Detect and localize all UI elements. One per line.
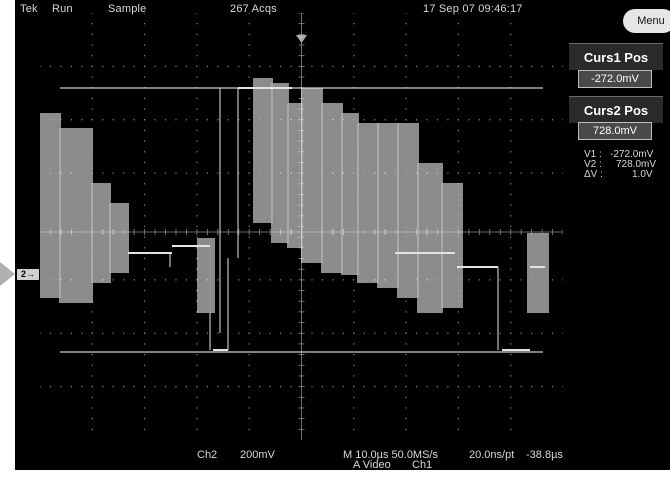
volts-per-div: 200mV (240, 449, 275, 461)
brand-label: Tek (20, 3, 38, 15)
delta-v-value: 1.0V (632, 169, 653, 180)
v2-value: 728.0mV (616, 159, 657, 170)
channel2-waveform (40, 78, 549, 351)
acquisition-count: 267 Acqs (230, 3, 277, 15)
v2-label: V2 : (584, 159, 602, 170)
channel-label: Ch2 (197, 449, 218, 461)
channel2-marker-label: 2→ (17, 269, 39, 280)
curs2-pos-title[interactable]: Curs2 Pos (569, 96, 663, 123)
timebase-readout: M 10.0µs 50.0MS/s (343, 449, 438, 461)
delta-v-label: ΔV : (584, 169, 603, 180)
trigger-type: A Video (353, 459, 391, 471)
v1-value: -272.0mV (610, 149, 654, 160)
acquire-mode: Sample (108, 3, 147, 15)
menu-button[interactable]: Menu (623, 9, 670, 33)
run-state: Run (52, 3, 73, 15)
trigger-position: -38.8µs (526, 449, 563, 461)
curs2-pos-value[interactable]: 728.0mV (578, 122, 652, 140)
waveform-graticule (40, 13, 563, 440)
resolution-readout: 20.0ns/pt (469, 449, 515, 461)
curs1-pos-value[interactable]: -272.0mV (578, 70, 652, 88)
trigger-position-marker (296, 35, 307, 43)
trigger-source: Ch1 (412, 459, 433, 471)
date-time: 17 Sep 07 09:46:17 (423, 3, 523, 15)
curs1-pos-title[interactable]: Curs1 Pos (569, 43, 663, 70)
channel2-ground-marker[interactable] (0, 262, 15, 286)
v1-label: V1 : (584, 149, 602, 160)
